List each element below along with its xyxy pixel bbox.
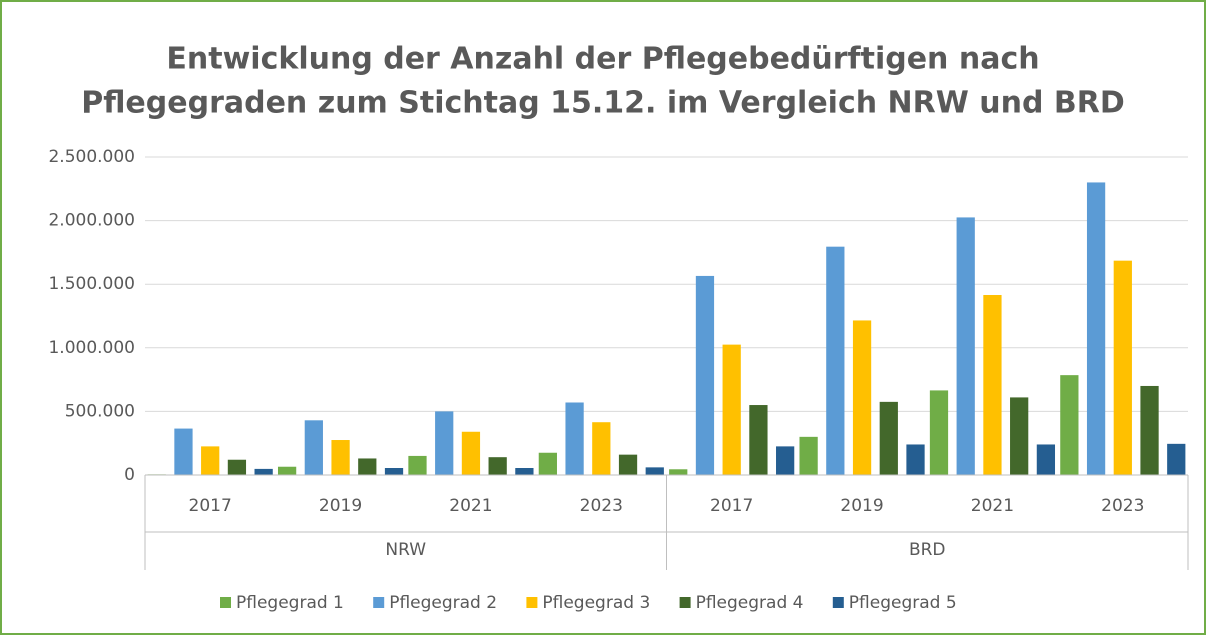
bar [538, 452, 557, 475]
legend-label: Pflegegrad 5 [849, 593, 957, 613]
bar [201, 446, 220, 475]
bar [592, 422, 611, 475]
legend-swatch [373, 597, 385, 608]
x-tick-label: 2019 [319, 496, 362, 516]
legend-swatch [220, 597, 231, 608]
bar [956, 217, 975, 476]
bar [1113, 260, 1132, 475]
y-tick-label: 1.000.000 [48, 338, 135, 358]
y-tick-label: 0 [124, 465, 135, 485]
bar [749, 405, 768, 475]
bar [776, 446, 795, 475]
chart-title: Pflegegraden zum Stichtag 15.12. im Verg… [81, 86, 1125, 121]
x-tick-label: 2017 [710, 496, 753, 516]
bar [852, 320, 872, 475]
bar [1140, 385, 1159, 475]
x-tick-label: 2019 [840, 496, 883, 516]
bar [1036, 444, 1056, 475]
x-tick-label: 2023 [1101, 496, 1144, 516]
bar [174, 428, 193, 475]
y-tick-label: 1.500.000 [48, 274, 135, 294]
bar [461, 431, 481, 475]
bar [384, 468, 404, 475]
bar [879, 401, 898, 475]
bar [983, 295, 1002, 475]
bar [304, 420, 323, 475]
bar [1167, 443, 1186, 475]
x-tick-label: 2023 [580, 496, 623, 516]
group-label: NRW [385, 540, 426, 560]
bar [722, 344, 741, 475]
legend-label: Pflegegrad 2 [389, 593, 497, 613]
group-label: BRD [909, 540, 946, 560]
bar [826, 246, 845, 475]
chart-title: Entwicklung der Anzahl der Pflegebedürft… [166, 42, 1039, 77]
bar [565, 402, 584, 475]
bar [408, 455, 427, 475]
legend-swatch [526, 597, 538, 608]
bar [515, 468, 534, 475]
bar [1060, 375, 1079, 475]
legend-swatch [832, 597, 844, 608]
bar [435, 411, 454, 475]
x-tick-label: 2021 [449, 496, 492, 516]
bar [695, 275, 715, 475]
y-tick-label: 2.500.000 [48, 147, 135, 167]
bar [645, 467, 664, 475]
bar [331, 440, 350, 475]
bar [227, 459, 247, 475]
bar [1010, 397, 1029, 475]
bar [358, 458, 377, 475]
bar [929, 390, 949, 475]
bar [618, 454, 638, 475]
legend-label: Pflegegrad 3 [542, 593, 650, 613]
y-tick-label: 2.000.000 [48, 211, 135, 231]
bar [669, 469, 688, 475]
y-tick-label: 500.000 [65, 401, 135, 421]
bar [488, 457, 507, 475]
x-tick-label: 2021 [971, 496, 1014, 516]
legend-swatch [679, 597, 691, 608]
bar [799, 436, 818, 475]
bar [1086, 182, 1106, 475]
legend-label: Pflegegrad 4 [696, 593, 804, 613]
x-tick-label: 2017 [189, 496, 232, 516]
bar [906, 444, 925, 475]
bar [254, 468, 273, 475]
legend-label: Pflegegrad 1 [236, 593, 344, 613]
bar [277, 466, 297, 475]
